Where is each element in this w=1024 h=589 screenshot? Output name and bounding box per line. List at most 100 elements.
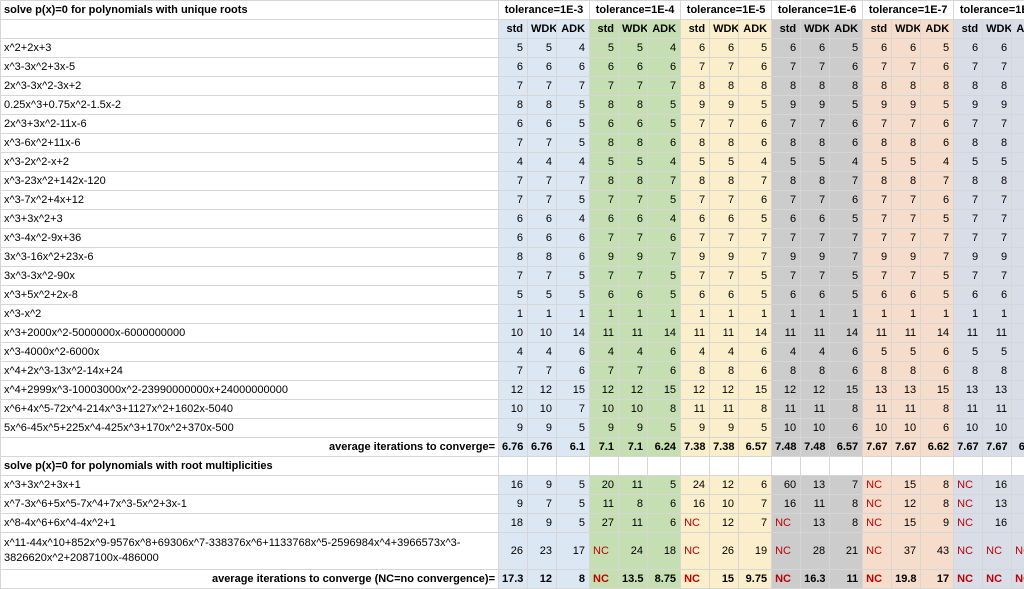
iteration-value[interactable]: 8 <box>954 172 983 191</box>
iteration-value[interactable]: 5 <box>921 286 954 305</box>
iteration-value[interactable]: 5 <box>710 153 739 172</box>
iteration-value[interactable]: NC <box>772 533 801 570</box>
iteration-value[interactable]: 6 <box>648 514 681 533</box>
iteration-value[interactable]: 6 <box>739 476 772 495</box>
iteration-value[interactable]: 8 <box>801 77 830 96</box>
iteration-value[interactable]: 37 <box>892 533 921 570</box>
adk-header-2[interactable]: ADK <box>648 20 681 39</box>
iteration-value[interactable]: 8 <box>681 77 710 96</box>
iteration-value[interactable]: NC <box>954 514 983 533</box>
iteration-value[interactable]: 5 <box>528 286 557 305</box>
iteration-value[interactable]: 7 <box>801 115 830 134</box>
polynomial-label[interactable]: x^3-3x^2+3x-5 <box>1 58 499 77</box>
iteration-value[interactable]: 6 <box>681 39 710 58</box>
average-value[interactable]: 7.38 <box>710 438 739 457</box>
iteration-value[interactable]: 9 <box>590 248 619 267</box>
iteration-value[interactable]: 7 <box>590 362 619 381</box>
iteration-value[interactable]: 11 <box>772 400 801 419</box>
iteration-value[interactable]: 6 <box>528 115 557 134</box>
iteration-value[interactable]: 1 <box>528 305 557 324</box>
average-value[interactable]: 11 <box>830 570 863 589</box>
iteration-value[interactable]: 4 <box>739 153 772 172</box>
std-header-6[interactable]: std <box>954 20 983 39</box>
iteration-value[interactable]: 6 <box>801 39 830 58</box>
iteration-value[interactable]: 7 <box>892 229 921 248</box>
iteration-value[interactable]: 5 <box>648 96 681 115</box>
iteration-value[interactable]: 9 <box>1012 495 1024 514</box>
polynomial-label[interactable]: 5x^6-45x^5+225x^4-425x^3+170x^2+370x-500 <box>1 419 499 438</box>
iteration-value[interactable]: 27 <box>590 514 619 533</box>
iteration-value[interactable]: 8 <box>772 77 801 96</box>
iteration-value[interactable]: 7 <box>619 191 648 210</box>
iteration-value[interactable]: 1 <box>983 305 1012 324</box>
average-value[interactable]: 12 <box>528 570 557 589</box>
iteration-value[interactable]: 1 <box>739 305 772 324</box>
iteration-value[interactable]: 6 <box>528 229 557 248</box>
iteration-value[interactable]: 7 <box>954 191 983 210</box>
iteration-value[interactable]: 8 <box>590 172 619 191</box>
iteration-value[interactable]: 6 <box>1012 419 1024 438</box>
iteration-value[interactable]: 8 <box>801 134 830 153</box>
adk-header-1[interactable]: ADK <box>557 20 590 39</box>
iteration-value[interactable]: 7 <box>499 134 528 153</box>
iteration-value[interactable]: 11 <box>863 324 892 343</box>
iteration-value[interactable]: 7 <box>983 210 1012 229</box>
iteration-value[interactable]: 4 <box>557 210 590 229</box>
iteration-value[interactable]: 9 <box>710 419 739 438</box>
iteration-value[interactable]: 7 <box>801 58 830 77</box>
iteration-value[interactable]: 8 <box>863 172 892 191</box>
iteration-value[interactable]: 6 <box>557 343 590 362</box>
tolerance-header-2[interactable]: tolerance=1E-4 <box>590 1 681 20</box>
iteration-value[interactable]: NC <box>590 533 619 570</box>
iteration-value[interactable]: 16 <box>1012 381 1024 400</box>
iteration-value[interactable]: 5 <box>499 39 528 58</box>
empty-cell[interactable] <box>619 457 648 476</box>
iteration-value[interactable]: 19 <box>739 533 772 570</box>
iteration-value[interactable]: 8 <box>681 362 710 381</box>
iteration-value[interactable]: 14 <box>1012 324 1024 343</box>
empty-cell[interactable] <box>772 457 801 476</box>
iteration-value[interactable]: 5 <box>557 514 590 533</box>
iteration-value[interactable]: 7 <box>619 267 648 286</box>
empty-cell[interactable] <box>590 457 619 476</box>
iteration-value[interactable]: 5 <box>830 210 863 229</box>
iteration-value[interactable]: 1 <box>681 305 710 324</box>
iteration-value[interactable]: 5 <box>830 267 863 286</box>
iteration-value[interactable]: 17 <box>557 533 590 570</box>
iteration-value[interactable]: 9 <box>801 96 830 115</box>
polynomial-label[interactable]: x^3+2000x^2-5000000x-6000000000 <box>1 324 499 343</box>
iteration-value[interactable]: 5 <box>590 153 619 172</box>
iteration-value[interactable]: 11 <box>681 324 710 343</box>
iteration-value[interactable]: 6 <box>892 39 921 58</box>
iteration-value[interactable]: 6 <box>1012 58 1024 77</box>
empty-cell[interactable] <box>954 457 983 476</box>
iteration-value[interactable]: NC <box>772 514 801 533</box>
empty-cell[interactable] <box>921 457 954 476</box>
iteration-value[interactable]: 10 <box>801 419 830 438</box>
iteration-value[interactable]: 1 <box>772 305 801 324</box>
iteration-value[interactable]: 7 <box>801 191 830 210</box>
iteration-value[interactable]: 5 <box>648 476 681 495</box>
iteration-value[interactable]: 24 <box>681 476 710 495</box>
iteration-value[interactable]: 6 <box>619 115 648 134</box>
iteration-value[interactable]: NC <box>863 476 892 495</box>
iteration-value[interactable]: 7 <box>739 229 772 248</box>
iteration-value[interactable]: 5 <box>590 39 619 58</box>
iteration-value[interactable]: 8 <box>892 172 921 191</box>
iteration-value[interactable]: 7 <box>619 362 648 381</box>
iteration-value[interactable]: 7 <box>921 172 954 191</box>
iteration-value[interactable]: 10 <box>954 419 983 438</box>
iteration-value[interactable]: 13 <box>892 381 921 400</box>
iteration-value[interactable]: 1 <box>619 305 648 324</box>
iteration-value[interactable]: 13 <box>983 495 1012 514</box>
iteration-value[interactable]: 7 <box>772 115 801 134</box>
average-value[interactable]: 6.62 <box>921 438 954 457</box>
iteration-value[interactable]: 6 <box>499 210 528 229</box>
iteration-value[interactable]: 7 <box>557 400 590 419</box>
iteration-value[interactable]: 6 <box>921 419 954 438</box>
iteration-value[interactable]: NC <box>983 533 1012 570</box>
iteration-value[interactable]: 6 <box>681 286 710 305</box>
iteration-value[interactable]: 8 <box>710 172 739 191</box>
iteration-value[interactable]: 8 <box>830 400 863 419</box>
iteration-value[interactable]: 6 <box>1012 191 1024 210</box>
